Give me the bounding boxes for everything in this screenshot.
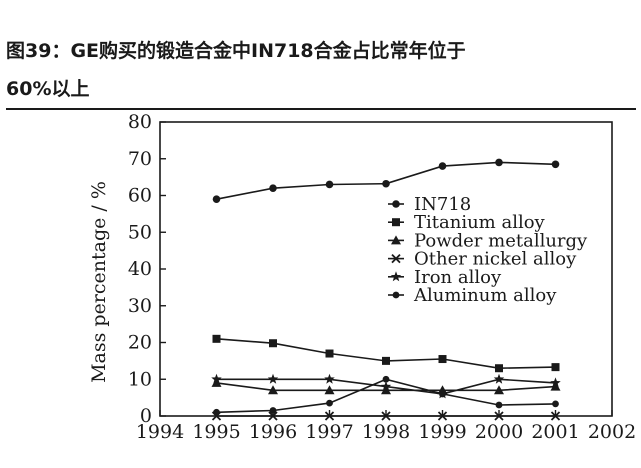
y-axis-label: Mass percentage / %	[88, 181, 110, 383]
data-point-in718	[212, 195, 221, 203]
legend-label-iron-alloy: Iron alloy	[414, 267, 502, 288]
chart-title: 图39：GE购买的锻造合金中IN718合金占比常年位于 60%以上	[6, 32, 636, 108]
x-tick-label: 1994	[136, 421, 184, 443]
x-tick-label: 1999	[418, 421, 466, 443]
y-tick-label: 10	[128, 368, 152, 390]
series-markers	[211, 158, 561, 421]
legend-label-in718: IN718	[414, 194, 471, 215]
legend-marker-powder-metallurgy	[391, 235, 401, 245]
data-point-other-nickel-alloy	[437, 411, 448, 421]
x-tick-label: 1995	[192, 421, 240, 443]
data-point-titanium-alloy	[269, 339, 277, 348]
y-tick-label: 30	[128, 295, 152, 317]
x-tick-label: 2000	[475, 421, 523, 443]
chart-title-line-2: 60%以上	[6, 78, 90, 100]
data-point-iron-alloy	[324, 373, 335, 384]
data-point-aluminum-alloy	[495, 401, 503, 409]
data-point-titanium-alloy	[212, 334, 221, 343]
data-point-in718	[551, 160, 560, 169]
data-point-other-nickel-alloy	[550, 411, 561, 421]
data-point-iron-alloy	[211, 373, 222, 384]
data-point-powder-metallurgy	[324, 385, 335, 395]
y-tick-label: 80	[128, 111, 152, 133]
y-tick-label: 0	[140, 405, 152, 427]
legend-marker-aluminum-alloy	[392, 291, 400, 299]
data-point-other-nickel-alloy	[494, 411, 504, 421]
legend-marker-titanium-alloy	[392, 218, 400, 227]
data-point-powder-metallurgy	[494, 385, 504, 395]
y-tick-label: 50	[128, 221, 152, 243]
data-point-aluminum-alloy	[382, 375, 390, 383]
data-point-other-nickel-alloy	[381, 411, 391, 421]
legend-label-titanium-alloy: Titanium alloy	[414, 212, 546, 233]
data-point-aluminum-alloy	[439, 390, 446, 398]
data-point-aluminum-alloy	[213, 408, 220, 416]
x-tick-label: 1997	[305, 421, 353, 443]
data-point-powder-metallurgy	[268, 385, 278, 395]
y-tick-label: 40	[128, 258, 152, 280]
data-point-titanium-alloy	[551, 363, 560, 372]
title-divider	[6, 108, 636, 110]
data-point-titanium-alloy	[438, 355, 447, 364]
data-point-aluminum-alloy	[552, 400, 559, 408]
legend-marker-in718	[392, 200, 400, 208]
data-point-aluminum-alloy	[326, 399, 333, 407]
data-point-in718	[438, 162, 447, 170]
data-point-in718	[325, 180, 334, 189]
data-point-in718	[382, 179, 390, 188]
x-axis-ticks: 1994 1995 1996 1997 1998 1999 2000 2001 2002	[136, 410, 636, 443]
data-point-powder-metallurgy	[211, 377, 222, 387]
y-tick-label: 60	[128, 185, 152, 207]
data-point-powder-metallurgy	[381, 385, 391, 395]
data-point-other-nickel-alloy	[268, 411, 278, 421]
x-tick-label: 1998	[362, 421, 410, 443]
chart-title-line-1: 图39：GE购买的锻造合金中IN718合金占比常年位于	[6, 40, 466, 62]
data-point-aluminum-alloy	[269, 407, 277, 414]
x-tick-label: 2001	[531, 421, 579, 443]
legend-label-powder-metallurgy: Powder metallurgy	[414, 230, 588, 251]
data-point-titanium-alloy	[382, 356, 390, 365]
y-tick-label: 20	[128, 332, 152, 354]
data-point-titanium-alloy	[325, 349, 334, 358]
y-tick-label: 70	[128, 148, 152, 170]
legend-label-aluminum-alloy: Aluminum alloy	[413, 285, 557, 306]
legend-marker-other-nickel-alloy	[391, 253, 401, 264]
data-point-powder-metallurgy	[550, 381, 561, 391]
data-point-other-nickel-alloy	[324, 411, 335, 421]
data-point-titanium-alloy	[495, 364, 503, 373]
data-point-in718	[495, 158, 503, 167]
data-point-in718	[269, 184, 277, 192]
data-point-iron-alloy	[493, 373, 505, 384]
data-point-iron-alloy	[267, 373, 279, 384]
x-tick-label: 2002	[588, 421, 636, 443]
data-point-iron-alloy	[550, 377, 561, 388]
data-point-iron-alloy	[380, 381, 392, 392]
legend-marker-iron-alloy	[390, 271, 402, 282]
legend-label-other-nickel-alloy: Other nickel alloy	[414, 249, 577, 270]
y-axis-ticks: 0 10 20 30 40 50 60 70 80	[128, 111, 166, 427]
x-tick-label: 1996	[249, 421, 297, 443]
